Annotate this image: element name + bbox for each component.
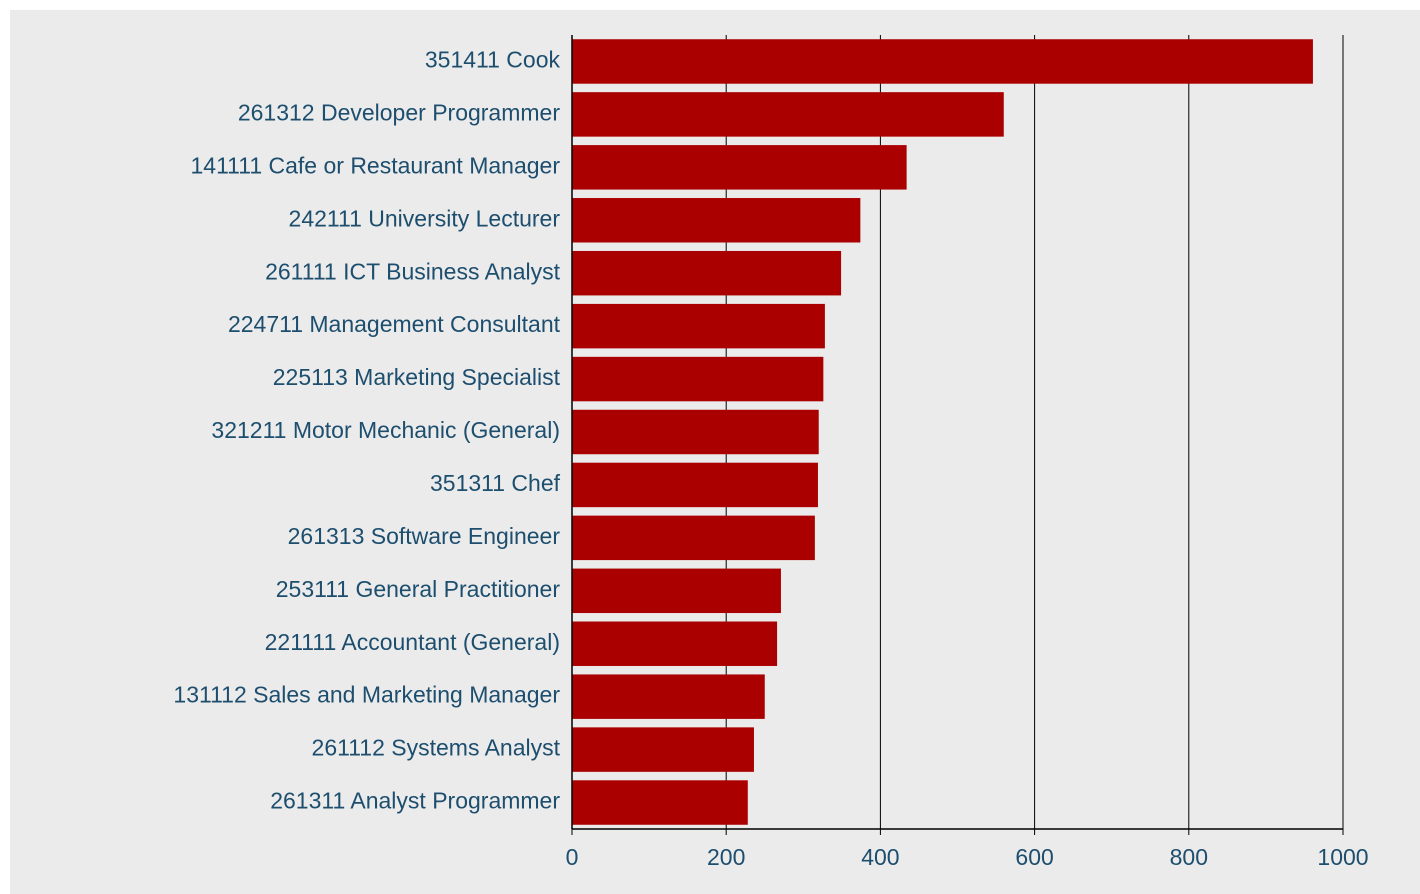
- bar: [572, 621, 778, 666]
- bar: [572, 727, 754, 772]
- x-tick-label: 200: [707, 844, 745, 870]
- y-tick-label: 321211 Motor Mechanic (General): [211, 417, 560, 443]
- y-tick-label: 351311 Chef: [430, 470, 561, 496]
- y-tick-label: 351411 Cook: [425, 47, 561, 73]
- y-tick-label: 261112 Systems Analyst: [312, 735, 561, 761]
- bar: [572, 39, 1313, 84]
- x-tick-label: 800: [1170, 844, 1208, 870]
- y-tick-label: 141111 Cafe or Restaurant Manager: [190, 152, 560, 178]
- bar: [572, 515, 815, 561]
- bar: [572, 303, 825, 349]
- bar: [572, 780, 748, 825]
- y-tick-label: 261312 Developer Programmer: [238, 99, 561, 125]
- y-tick-label: 261311 Analyst Programmer: [270, 788, 560, 814]
- bar: [572, 145, 907, 190]
- bar: [572, 462, 818, 508]
- y-tick-label: 224711 Management Consultant: [228, 311, 561, 337]
- y-tick-label: 225113 Marketing Specialist: [273, 364, 561, 390]
- y-tick-label: 253111 General Practitioner: [276, 576, 561, 602]
- bar: [572, 674, 765, 719]
- bar: [572, 250, 842, 296]
- bar: [572, 568, 781, 614]
- bar: [572, 356, 824, 402]
- x-tick-label: 1000: [1317, 844, 1368, 870]
- y-tick-label: 242111 University Lecturer: [289, 205, 561, 231]
- x-tick-label: 600: [1015, 844, 1053, 870]
- y-tick-label: 261111 ICT Business Analyst: [265, 258, 561, 284]
- x-tick-label: 400: [861, 844, 899, 870]
- bar: [572, 198, 861, 243]
- bar: [572, 409, 819, 455]
- y-tick-label: 261313 Software Engineer: [288, 523, 561, 549]
- y-tick-label: 131112 Sales and Marketing Manager: [173, 682, 560, 708]
- x-tick-label: 0: [566, 844, 579, 870]
- bar: [572, 92, 1004, 137]
- y-tick-label: 221111 Accountant (General): [265, 629, 560, 655]
